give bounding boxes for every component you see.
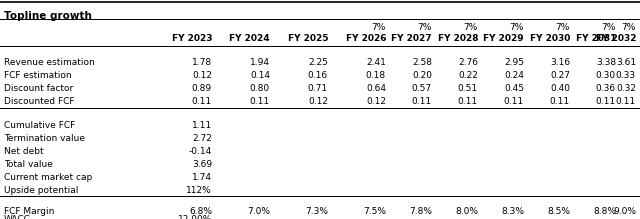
Text: Topline growth: Topline growth <box>4 11 92 21</box>
Text: 0.14: 0.14 <box>250 71 270 80</box>
Text: 1.74: 1.74 <box>192 173 212 182</box>
Text: 0.32: 0.32 <box>616 84 636 93</box>
Text: 112%: 112% <box>186 186 212 195</box>
Text: 0.16: 0.16 <box>308 71 328 80</box>
Text: 0.20: 0.20 <box>412 71 432 80</box>
Text: FCF Margin: FCF Margin <box>4 207 54 216</box>
Text: 0.24: 0.24 <box>504 71 524 80</box>
Text: 0.80: 0.80 <box>250 84 270 93</box>
Text: 0.64: 0.64 <box>366 84 386 93</box>
Text: 7%: 7% <box>418 23 432 32</box>
Text: 7.3%: 7.3% <box>305 207 328 216</box>
Text: 8.0%: 8.0% <box>455 207 478 216</box>
Text: 7%: 7% <box>602 23 616 32</box>
Text: FY 2032: FY 2032 <box>595 34 636 43</box>
Text: 7.5%: 7.5% <box>363 207 386 216</box>
Text: WACC: WACC <box>4 215 31 219</box>
Text: 0.11: 0.11 <box>458 97 478 106</box>
Text: FY 2031: FY 2031 <box>575 34 616 43</box>
Text: 8.8%: 8.8% <box>593 207 616 216</box>
Text: 7%: 7% <box>463 23 478 32</box>
Text: Revenue estimation: Revenue estimation <box>4 58 95 67</box>
Text: 0.40: 0.40 <box>550 84 570 93</box>
Text: Net debt: Net debt <box>4 147 44 156</box>
Text: 0.30: 0.30 <box>596 71 616 80</box>
Text: Total value: Total value <box>4 160 53 169</box>
Text: Discounted FCF: Discounted FCF <box>4 97 74 106</box>
Text: 0.27: 0.27 <box>550 71 570 80</box>
Text: FY 2030: FY 2030 <box>530 34 570 43</box>
Text: 0.18: 0.18 <box>366 71 386 80</box>
Text: 0.11: 0.11 <box>192 97 212 106</box>
Text: 7%: 7% <box>556 23 570 32</box>
Text: FY 2028: FY 2028 <box>438 34 478 43</box>
Text: 0.12: 0.12 <box>308 97 328 106</box>
Text: 2.58: 2.58 <box>412 58 432 67</box>
Text: 0.33: 0.33 <box>616 71 636 80</box>
Text: -0.14: -0.14 <box>189 147 212 156</box>
Text: 0.11: 0.11 <box>250 97 270 106</box>
Text: 2.25: 2.25 <box>308 58 328 67</box>
Text: 3.38: 3.38 <box>596 58 616 67</box>
Text: 0.11: 0.11 <box>550 97 570 106</box>
Text: 8.5%: 8.5% <box>547 207 570 216</box>
Text: 2.41: 2.41 <box>366 58 386 67</box>
Text: 7.0%: 7.0% <box>247 207 270 216</box>
Text: 7%: 7% <box>372 23 386 32</box>
Text: Current market cap: Current market cap <box>4 173 92 182</box>
Text: 0.51: 0.51 <box>458 84 478 93</box>
Text: 0.45: 0.45 <box>504 84 524 93</box>
Text: 0.12: 0.12 <box>366 97 386 106</box>
Text: 9.0%: 9.0% <box>613 207 636 216</box>
Text: FCF estimation: FCF estimation <box>4 71 72 80</box>
Text: 6.8%: 6.8% <box>189 207 212 216</box>
Text: 1.78: 1.78 <box>192 58 212 67</box>
Text: FY 2029: FY 2029 <box>483 34 524 43</box>
Text: FY 2026: FY 2026 <box>346 34 386 43</box>
Text: 0.22: 0.22 <box>458 71 478 80</box>
Text: Cumulative FCF: Cumulative FCF <box>4 121 76 130</box>
Text: 3.61: 3.61 <box>616 58 636 67</box>
Text: Upside potential: Upside potential <box>4 186 78 195</box>
Text: 7.8%: 7.8% <box>409 207 432 216</box>
Text: 0.11: 0.11 <box>412 97 432 106</box>
Text: 2.95: 2.95 <box>504 58 524 67</box>
Text: Discount factor: Discount factor <box>4 84 73 93</box>
Text: FY 2027: FY 2027 <box>392 34 432 43</box>
Text: FY 2025: FY 2025 <box>287 34 328 43</box>
Text: 0.11: 0.11 <box>616 97 636 106</box>
Text: 2.72: 2.72 <box>192 134 212 143</box>
Text: 1.94: 1.94 <box>250 58 270 67</box>
Text: Termination value: Termination value <box>4 134 85 143</box>
Text: 0.89: 0.89 <box>192 84 212 93</box>
Text: 12.00%: 12.00% <box>178 215 212 219</box>
Text: 7%: 7% <box>621 23 636 32</box>
Text: 7%: 7% <box>509 23 524 32</box>
Text: FY 2023: FY 2023 <box>172 34 212 43</box>
Text: 0.12: 0.12 <box>192 71 212 80</box>
Text: 0.57: 0.57 <box>412 84 432 93</box>
Text: 2.76: 2.76 <box>458 58 478 67</box>
Text: 0.71: 0.71 <box>308 84 328 93</box>
Text: 0.11: 0.11 <box>504 97 524 106</box>
Text: 8.3%: 8.3% <box>501 207 524 216</box>
Text: FY 2024: FY 2024 <box>229 34 270 43</box>
Text: 0.36: 0.36 <box>596 84 616 93</box>
Text: 3.16: 3.16 <box>550 58 570 67</box>
Text: 1.11: 1.11 <box>192 121 212 130</box>
Text: 3.69: 3.69 <box>192 160 212 169</box>
Text: 0.11: 0.11 <box>596 97 616 106</box>
